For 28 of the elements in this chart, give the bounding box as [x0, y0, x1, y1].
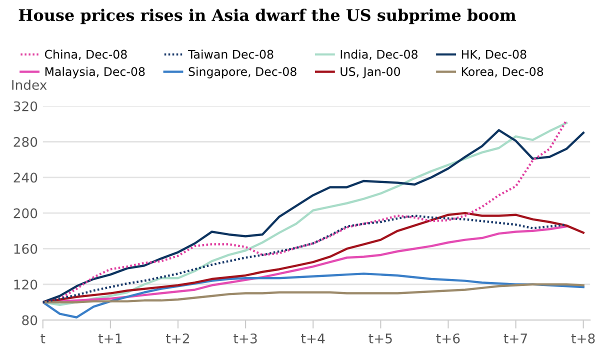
x-tick-label: t+7	[504, 334, 527, 344]
legend-label: US, Jan-00	[340, 67, 400, 78]
line-series	[42, 283, 584, 304]
legend-label: HK, Dec-08	[462, 50, 526, 60]
y-tick-label: 200	[14, 208, 38, 218]
x-tick-label: t+3	[234, 333, 257, 344]
y-tick-label: 160	[14, 244, 38, 254]
legend-label: Korea, Dec-08	[462, 67, 544, 78]
legend-label: Taiwan Dec-08	[188, 50, 274, 59]
x-tick-label: t+5	[368, 334, 392, 344]
x-tick-label: t+4	[301, 334, 325, 344]
chart-title: House prices rises in Asia dwarf the US subprime boom	[18, 8, 516, 24]
y-tick-label: 240	[14, 172, 38, 183]
legend-label: China, Dec-08	[44, 50, 127, 60]
y-tick-label: 120	[14, 280, 38, 290]
y-axis-title: Index	[12, 80, 47, 90]
y-tick-label: 320	[14, 101, 38, 112]
y-tick-label: 280	[14, 136, 38, 147]
x-tick-label: t	[40, 334, 46, 344]
legend-label: Malaysia, Dec-08	[45, 66, 145, 78]
x-tick-label: t+1	[98, 334, 122, 344]
legend-label: India, Dec-08	[340, 50, 418, 60]
line-series	[42, 272, 584, 318]
x-tick-label: t+2	[166, 333, 189, 344]
x-tick-label: t+6	[436, 333, 460, 344]
legend-label: Singapore, Dec-08	[188, 66, 296, 78]
x-tick-label: t+8	[571, 333, 595, 344]
y-tick-label: 80	[22, 315, 38, 326]
